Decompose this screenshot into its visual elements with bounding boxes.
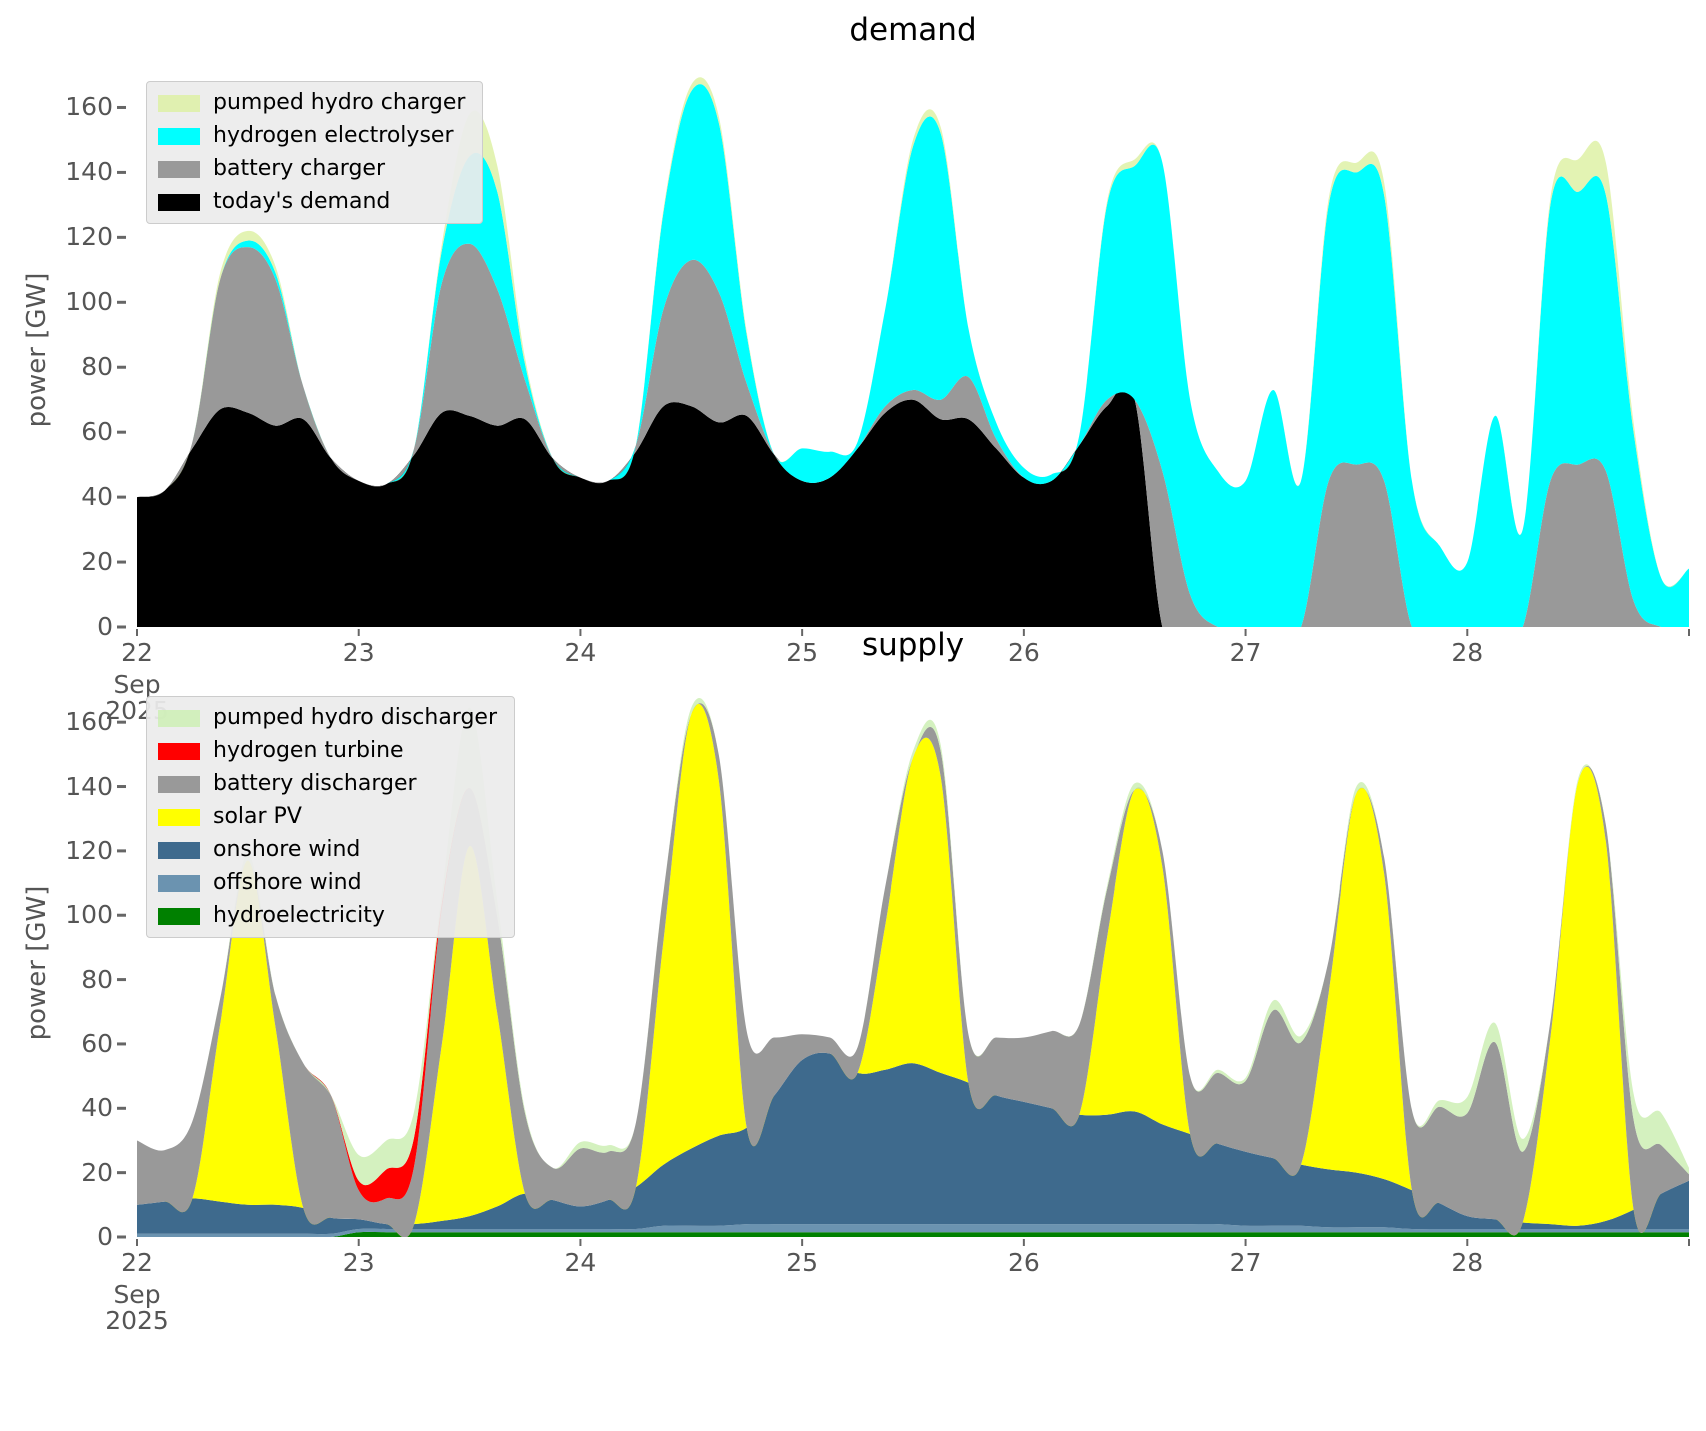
legend-item: solar PV <box>158 805 497 829</box>
demand-x-tick-label: 26 <box>1007 638 1040 667</box>
demand-plot-area <box>137 77 1689 627</box>
demand-y-tick-label: 60 <box>81 417 113 447</box>
legend-label: hydroelectricity <box>213 903 385 928</box>
legend-label: pumped hydro discharger <box>213 705 498 730</box>
supply-x-tick-label: 27 <box>1229 1248 1262 1277</box>
hydrogen-electrolyser-swatch <box>158 127 200 145</box>
supply-x-tick-label: 24 <box>564 1248 597 1277</box>
supply-plot-area <box>137 698 1689 1237</box>
legend-label: today's demand <box>213 189 391 214</box>
area-todays-demand <box>137 383 1689 627</box>
onshore-wind-swatch <box>158 841 200 859</box>
supply-x-tick-label: 26 <box>1007 1248 1040 1277</box>
supply-y-tick-label: 60 <box>81 1028 113 1058</box>
demand-y-tick-label: 140 <box>65 157 113 187</box>
legend-item: today's demand <box>158 190 465 214</box>
legend-label: solar PV <box>213 804 302 829</box>
legend-label: battery discharger <box>213 771 417 796</box>
hydroelectricity-swatch <box>158 907 200 925</box>
supply-y-tick-label: 40 <box>81 1093 113 1123</box>
supply-y-tick-label: 140 <box>65 771 113 801</box>
area-offshore-wind <box>137 1224 1689 1237</box>
supply-x-tick-label: 25 <box>786 1248 819 1277</box>
legend-item: pumped hydro charger <box>158 91 465 115</box>
demand-y-tick-label: 20 <box>81 547 113 577</box>
pumped-hydro-discharger-swatch <box>158 709 200 727</box>
supply-legend: pumped hydro discharger hydrogen turbine b… <box>146 696 516 938</box>
area-solar-pv <box>137 703 1689 1237</box>
supply-chart-title: supply <box>861 627 965 663</box>
legend-item: hydrogen turbine <box>158 739 497 763</box>
todays-demand-swatch <box>158 193 200 211</box>
legend-label: battery charger <box>213 156 386 181</box>
demand-x-tick-label: 23 <box>342 638 375 667</box>
supply-y-tick-label: 100 <box>65 900 113 930</box>
demand-y-tick-label: 120 <box>65 222 113 252</box>
area-onshore-wind <box>137 1052 1689 1235</box>
demand-y-tick-label: 40 <box>81 482 113 512</box>
demand-legend: pumped hydro charger hydrogen electrolyse… <box>146 81 484 224</box>
offshore-wind-swatch <box>158 874 200 892</box>
legend-item: pumped hydro discharger <box>158 706 497 730</box>
demand-y-tick-label: 160 <box>65 92 113 122</box>
supply-x-axis-date-label: Sep <box>113 1280 161 1309</box>
supply-x-axis-date-label: 2025 <box>105 1306 169 1335</box>
legend-item: offshore wind <box>158 871 497 895</box>
demand-y-tick-label: 0 <box>97 612 113 641</box>
legend-item: battery charger <box>158 157 465 181</box>
battery-discharger-swatch <box>158 775 200 793</box>
supply-x-tick-label: 28 <box>1451 1248 1484 1277</box>
supply-y-tick-label: 80 <box>81 964 113 994</box>
demand-y-tick-label: 100 <box>65 287 113 317</box>
demand-chart-title: demand <box>849 12 977 48</box>
legend-label: hydrogen electrolyser <box>213 123 454 148</box>
supply-y-tick-label: 120 <box>65 835 113 865</box>
solar-pv-swatch <box>158 808 200 826</box>
legend-item: onshore wind <box>158 838 497 862</box>
area-hydrogen-electrolyser <box>137 84 1689 627</box>
supply-x-tick-label: 22 <box>121 1248 153 1277</box>
demand-x-tick-label: 25 <box>786 638 819 667</box>
demand-x-axis-date-label: Sep <box>113 670 161 699</box>
hydrogen-turbine-swatch <box>158 742 200 760</box>
supply-x-tick-label: 23 <box>342 1248 375 1277</box>
demand-y-tick-label: 80 <box>81 352 113 382</box>
legend-label: onshore wind <box>213 837 361 862</box>
area-hydroelectricity <box>137 1231 1689 1237</box>
legend-item: hydrogen electrolyser <box>158 124 465 148</box>
battery-charger-swatch <box>158 160 200 178</box>
supply-y-tick-label: 160 <box>65 707 113 737</box>
legend-label: pumped hydro charger <box>213 90 466 115</box>
supply-y-tick-label: 20 <box>81 1157 113 1187</box>
legend-item: battery discharger <box>158 772 497 796</box>
demand-x-tick-label: 24 <box>564 638 597 667</box>
area-battery-charger <box>137 243 1689 627</box>
legend-label: hydrogen turbine <box>213 738 404 763</box>
legend-item: hydroelectricity <box>158 904 497 928</box>
supply-y-tick-label: 0 <box>97 1222 113 1251</box>
legend-label: offshore wind <box>213 870 362 895</box>
demand-x-tick-label: 28 <box>1451 638 1484 667</box>
pumped-hydro-charger-swatch <box>158 94 200 112</box>
area-battery-discharger <box>137 703 1689 1237</box>
demand-x-tick-label: 27 <box>1229 638 1262 667</box>
demand-x-tick-label: 22 <box>121 638 153 667</box>
